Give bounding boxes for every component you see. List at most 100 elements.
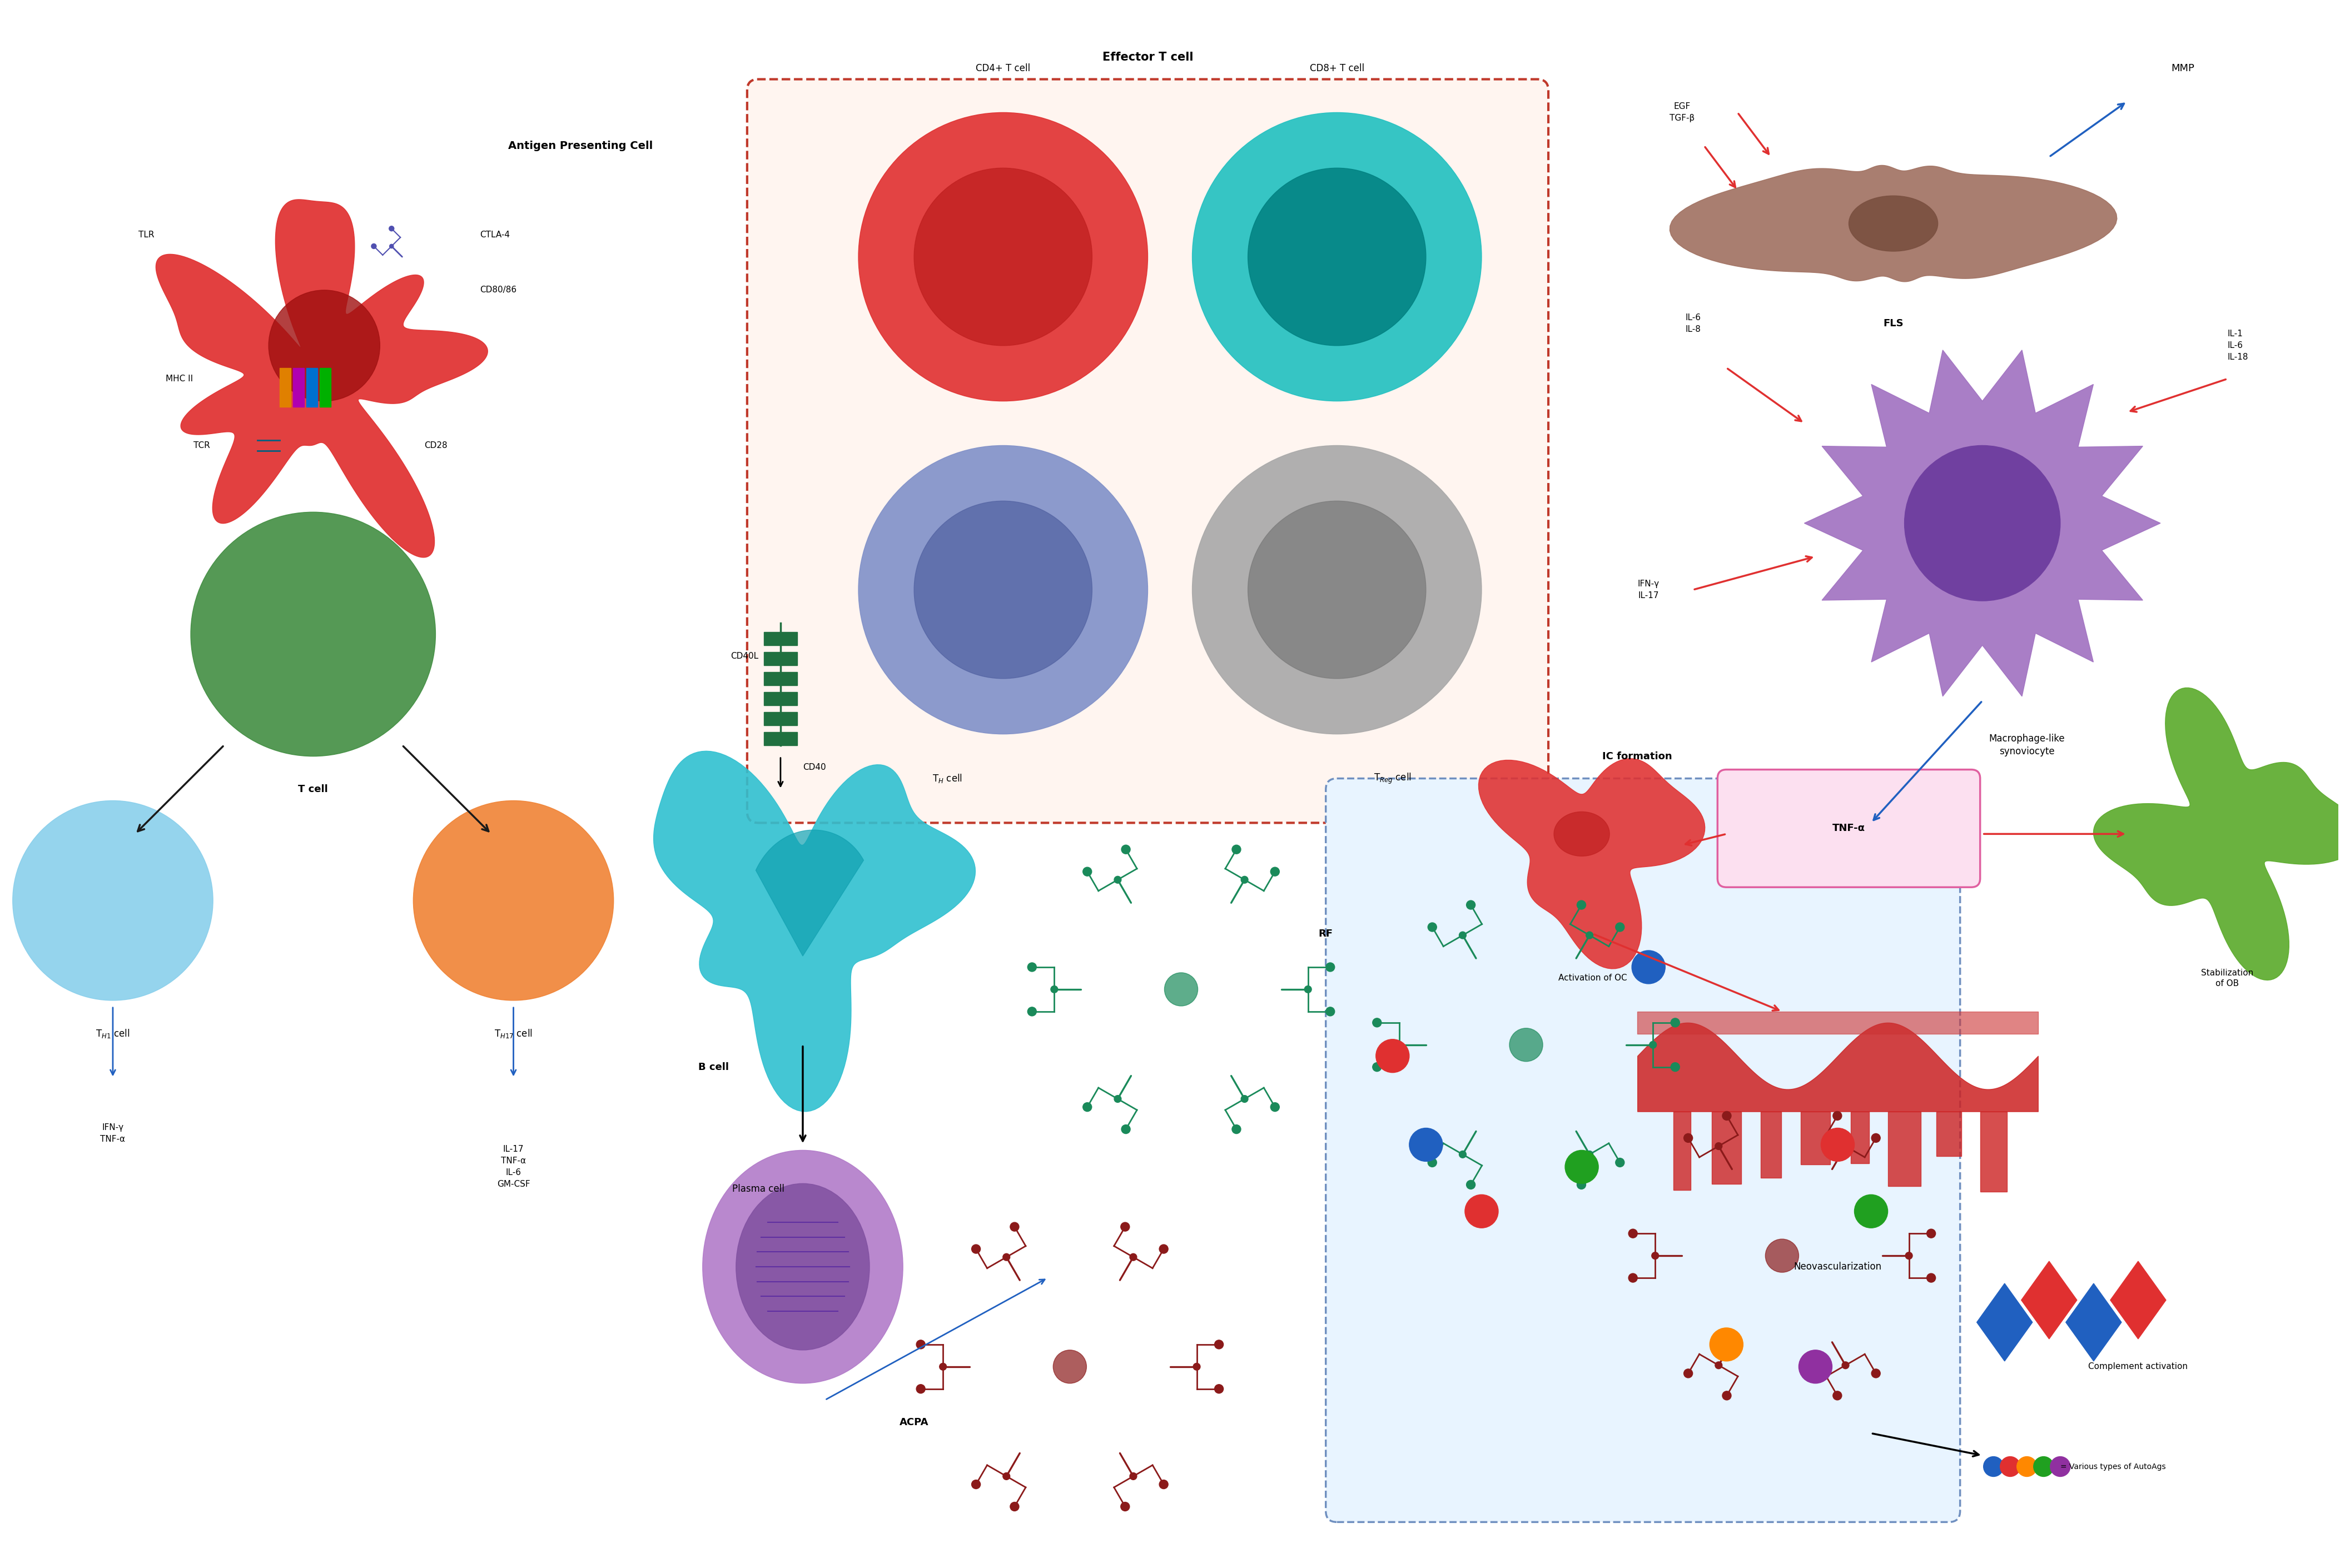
Circle shape xyxy=(1722,1391,1732,1400)
Circle shape xyxy=(1465,1195,1498,1228)
FancyArrowPatch shape xyxy=(779,757,784,786)
Bar xyxy=(763,712,798,724)
Circle shape xyxy=(1374,1018,1381,1027)
Circle shape xyxy=(1832,1391,1842,1400)
Polygon shape xyxy=(1671,165,2118,282)
Circle shape xyxy=(1577,1181,1587,1189)
FancyArrowPatch shape xyxy=(1727,368,1802,422)
Circle shape xyxy=(1409,1127,1444,1162)
Polygon shape xyxy=(1977,1284,2033,1361)
Polygon shape xyxy=(1479,759,1706,969)
Bar xyxy=(763,632,798,646)
Circle shape xyxy=(1130,1472,1137,1480)
Text: CD80/86: CD80/86 xyxy=(480,285,517,295)
Circle shape xyxy=(1240,1096,1247,1102)
Polygon shape xyxy=(1851,1112,1870,1163)
Circle shape xyxy=(1615,922,1624,931)
FancyArrowPatch shape xyxy=(402,746,489,831)
Circle shape xyxy=(1984,1457,2003,1477)
Circle shape xyxy=(1193,113,1481,401)
Circle shape xyxy=(1004,1472,1011,1480)
Circle shape xyxy=(915,502,1093,679)
Circle shape xyxy=(1905,445,2059,601)
Circle shape xyxy=(1842,1361,1849,1369)
Circle shape xyxy=(1165,972,1198,1007)
Ellipse shape xyxy=(737,1184,870,1350)
Circle shape xyxy=(1158,1245,1168,1253)
Text: Stabilization
of OB: Stabilization of OB xyxy=(2202,969,2253,988)
Polygon shape xyxy=(1802,1112,1830,1165)
Circle shape xyxy=(1303,986,1310,993)
Bar xyxy=(763,732,798,745)
Circle shape xyxy=(1764,1239,1799,1272)
Circle shape xyxy=(1004,1253,1011,1261)
Ellipse shape xyxy=(1849,196,1938,251)
Circle shape xyxy=(1905,1253,1912,1259)
Text: T$_H$ cell: T$_H$ cell xyxy=(931,773,962,784)
Circle shape xyxy=(2033,1457,2055,1477)
Text: Antigen Presenting Cell: Antigen Presenting Cell xyxy=(508,141,653,151)
Text: FLS: FLS xyxy=(1884,318,1902,328)
Circle shape xyxy=(1121,1502,1130,1512)
Circle shape xyxy=(1587,931,1594,939)
Circle shape xyxy=(1130,1253,1137,1261)
Text: TCR: TCR xyxy=(194,441,211,450)
FancyArrowPatch shape xyxy=(110,1008,115,1074)
Polygon shape xyxy=(157,199,487,558)
Polygon shape xyxy=(1935,1112,1961,1156)
Text: TNF-α: TNF-α xyxy=(1832,823,1865,834)
Text: IFN-γ
TNF-α: IFN-γ TNF-α xyxy=(101,1124,126,1143)
Text: TLR: TLR xyxy=(138,230,154,238)
Polygon shape xyxy=(2111,1261,2167,1339)
Polygon shape xyxy=(2094,688,2340,980)
FancyArrowPatch shape xyxy=(138,746,222,831)
Circle shape xyxy=(1715,1361,1722,1369)
FancyArrowPatch shape xyxy=(1706,147,1736,187)
Text: T$_{H1}$ cell: T$_{H1}$ cell xyxy=(96,1029,131,1040)
Text: T cell: T cell xyxy=(297,784,328,795)
Circle shape xyxy=(1565,1151,1598,1184)
Circle shape xyxy=(1271,867,1280,877)
Polygon shape xyxy=(1980,1112,2008,1192)
Circle shape xyxy=(1114,1096,1121,1102)
Circle shape xyxy=(1231,1124,1240,1134)
Text: Plasma cell: Plasma cell xyxy=(732,1184,784,1195)
Circle shape xyxy=(1214,1385,1224,1394)
Circle shape xyxy=(1193,1363,1200,1370)
Circle shape xyxy=(1842,1143,1849,1149)
Circle shape xyxy=(1460,931,1467,939)
Polygon shape xyxy=(653,751,976,1112)
Text: Neovascularization: Neovascularization xyxy=(1795,1262,1881,1272)
Circle shape xyxy=(1711,1328,1743,1361)
Text: Effector T cell: Effector T cell xyxy=(1102,52,1193,63)
Text: CD8+ T cell: CD8+ T cell xyxy=(1310,63,1364,74)
Text: Macrophage-like
synoviocyte: Macrophage-like synoviocyte xyxy=(1989,734,2064,757)
Circle shape xyxy=(1722,1112,1732,1120)
Circle shape xyxy=(1114,877,1121,883)
Text: IC formation: IC formation xyxy=(1603,751,1673,760)
Circle shape xyxy=(1427,1159,1437,1167)
Circle shape xyxy=(1652,1253,1659,1259)
Circle shape xyxy=(1214,1341,1224,1348)
Text: = Various types of AutoAgs: = Various types of AutoAgs xyxy=(2059,1463,2167,1471)
Circle shape xyxy=(1327,1007,1334,1016)
Bar xyxy=(763,673,798,685)
Polygon shape xyxy=(1713,1112,1741,1184)
FancyArrowPatch shape xyxy=(1594,935,1778,1010)
Text: IL-17
TNF-α
IL-6
GM-CSF: IL-17 TNF-α IL-6 GM-CSF xyxy=(496,1145,531,1189)
Bar xyxy=(763,652,798,665)
Circle shape xyxy=(1685,1134,1692,1143)
Circle shape xyxy=(1395,1041,1402,1049)
FancyArrowPatch shape xyxy=(1984,831,2122,837)
FancyArrowPatch shape xyxy=(1685,834,1725,845)
Circle shape xyxy=(1231,845,1240,855)
FancyArrowPatch shape xyxy=(2050,103,2125,157)
Circle shape xyxy=(1631,950,1666,983)
Text: Activation of OC: Activation of OC xyxy=(1558,974,1626,983)
Circle shape xyxy=(1715,1143,1722,1149)
Circle shape xyxy=(859,445,1147,734)
Circle shape xyxy=(12,801,213,1000)
Circle shape xyxy=(1247,502,1425,679)
Circle shape xyxy=(1158,1480,1168,1490)
Circle shape xyxy=(1629,1273,1638,1283)
